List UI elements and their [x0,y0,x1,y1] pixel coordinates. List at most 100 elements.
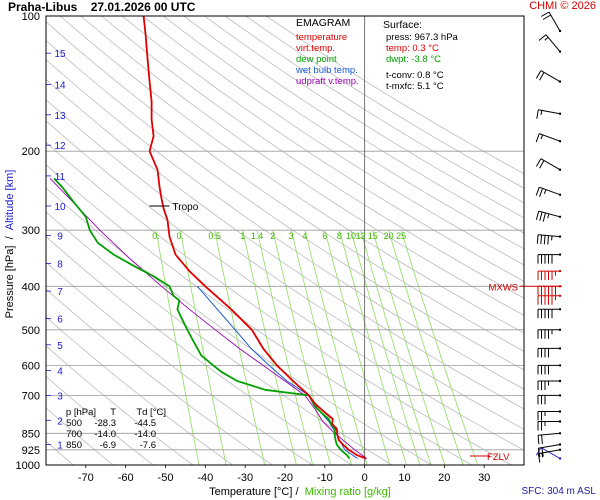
wind-barb-base [558,112,562,115]
fzlv-label: FZLV [487,452,510,463]
wind-barb-base [558,285,562,288]
mixing-ratio-line [242,230,297,465]
temperature-tick-label: -40 [197,472,213,484]
wind-barb-base [558,168,562,171]
wind-barb-base [558,140,562,143]
mixing-ratio-line [338,230,407,465]
table-cell: 500 [66,418,82,429]
mixing-ratio-line [155,230,200,465]
mixing-ratio-line [272,230,331,465]
wind-barbs [535,11,562,463]
wind-barb [537,379,562,390]
surface-info: Surface: press: 967.3 hPa temp: 0.3 °C d… [383,19,493,93]
wind-barb-staff [540,447,561,459]
pressure-tick-label: 500 [22,325,40,337]
mixing-ratio-line [304,230,368,465]
mixing-ratio-line [372,230,446,465]
wind-barb [537,410,562,421]
wind-barb [537,294,562,305]
wind-barb-feather [539,211,543,221]
mixing-ratio-line [324,230,391,465]
surface-title: Surface: [383,19,423,31]
altitude-tick-label: 12 [54,141,66,152]
mixing-ratio-line [214,230,266,465]
wind-barb-base [558,80,562,83]
wind-barb-base [558,364,562,367]
mixing-ratio-label: 0. [176,231,184,241]
table-cell: -14.0 [94,429,116,440]
y-axis-label: Pressure [hPa] / Altitude [km] [4,164,16,324]
table-cell: -44.5 [134,418,156,429]
wind-barb-feather [544,37,549,41]
temperature-tick-label: -30 [237,472,253,484]
wind-barb [536,109,562,119]
temperature-tick-label: 30 [478,472,490,484]
wind-barb-feather [547,213,550,219]
wind-barb-feather [541,447,544,457]
wind-barb-feather [535,210,540,220]
wind-barb [535,70,562,83]
pressure-tick-label: 100 [22,11,40,23]
wind-barb [535,186,562,197]
mixing-ratio-line [350,230,421,465]
mixing-ratio-labels: 0. 0. 0.5 1 1.4 2 3 4 6 8 10 12 15 20 25 [152,231,406,241]
x-axis-label-mixing: Mixing ratio [g/kg] [304,486,391,498]
wind-barb [537,443,562,458]
station-name: Praha-Libus [8,0,78,14]
wind-barb-feather [535,187,540,196]
mixing-ratio-label: 1 [240,231,245,241]
altitude-tick-label: 15 [54,49,66,60]
tropopause-label: Tropo [173,202,199,213]
wind-barb-base [558,448,562,451]
table-header-td: Td [°C] [136,407,166,418]
wind-barb-base [558,235,562,238]
y-axis-label-pressure: Pressure [hPa] [4,245,16,319]
chart-title: Praha-Libus 27.01.2026 00 UTC [8,0,195,14]
wind-barb [537,347,562,358]
wind-barb [540,11,562,33]
x-axis-label-separator: / [295,486,299,498]
temperature-tick-label: -10 [317,472,333,484]
wind-barb [537,285,562,296]
dry-adiabat [162,16,524,250]
legend-item-temperature: temperature [296,32,348,43]
wind-barb-feather [537,453,541,463]
dry-adiabat [101,16,524,299]
table-cell: -14.0 [134,429,156,440]
dry-adiabat [46,78,524,410]
wind-barb-feather [547,235,549,245]
mixing-ratio-line [360,230,432,465]
surface-tmxfc: t-mxfc: 5.1 °C [386,81,444,92]
temperature-tick-label: -70 [78,472,94,484]
altitude-tick-label: 10 [54,202,66,213]
surface-dewpoint: dwpt: -3.8 °C [386,54,442,65]
wind-barb-base [558,193,562,196]
surface-tconv: t-conv: 0.8 °C [386,70,444,81]
profile-series [49,16,367,460]
temperature-tick-labels: -70 -60 -50 -40 -30 -20 -10 0 10 20 30 [78,465,490,484]
legend-item-virt-temp: virt.temp. [296,43,336,54]
mixing-ratio-label: 10 [346,231,356,241]
wind-barb [537,364,562,375]
altitude-tick-label: 9 [57,231,63,242]
temperature-tick-label: -60 [118,472,134,484]
wind-barb-base [558,328,562,331]
dry-adiabat [80,16,524,316]
wind-barb [537,253,562,264]
dry-adiabat [121,16,524,282]
legend-item-dew-point: dew point [296,54,337,65]
wind-barb-feather [541,434,543,444]
wind-barb [537,394,562,405]
dry-adiabat [46,59,524,390]
series-line-temperature [142,16,367,460]
wind-barb [537,420,562,431]
mixing-ratio-label: 0.5 [208,231,221,241]
dry-adiabat [183,16,524,234]
series-line-udpraft-v-temp [49,178,367,459]
wind-barb-feather [540,134,544,140]
table-cell: -7.6 [139,440,156,451]
wind-barb-base [558,394,562,397]
y-axis-label-separator: / [4,236,16,240]
table-header: p [hPa] T Td [°C] [54,407,166,418]
wind-barb-staff [545,34,561,52]
